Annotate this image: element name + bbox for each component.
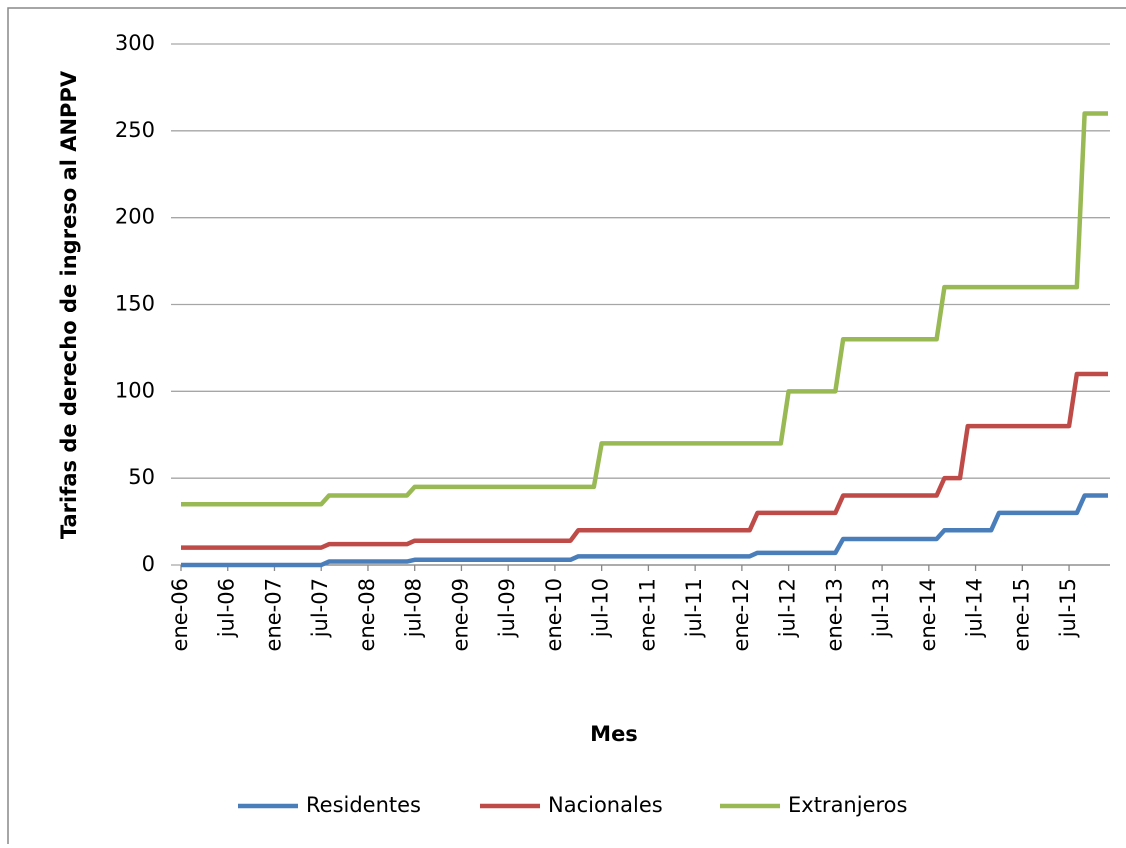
x-tick-label: jul-07 (308, 578, 332, 638)
legend-label: Nacionales (548, 793, 663, 817)
x-tick-label: jul-13 (869, 578, 893, 638)
x-tick-label: ene-08 (355, 578, 379, 651)
x-axis-title: Mes (590, 722, 638, 746)
x-tick-label: ene-15 (1009, 578, 1033, 651)
x-tick-label: jul-09 (495, 578, 519, 638)
series-line (181, 111, 1108, 507)
x-tick-label: ene-14 (916, 578, 940, 651)
y-tick-label: 250 (115, 118, 155, 142)
x-tick-label: ene-09 (448, 578, 472, 651)
x-tick-label: ene-13 (822, 578, 846, 651)
x-tick-label: jul-08 (402, 578, 426, 638)
x-tick-label: jul-11 (682, 578, 706, 638)
y-tick-label: 200 (115, 205, 155, 229)
x-tick-label: jul-15 (1056, 578, 1080, 638)
x-tick-label: jul-10 (589, 578, 613, 638)
series-line (181, 371, 1108, 550)
chart-border (7, 7, 1126, 848)
x-tick-label: ene-07 (261, 578, 285, 651)
y-tick-label: 0 (142, 552, 155, 576)
y-tick-label: 150 (115, 292, 155, 316)
x-tick-label: ene-06 (168, 578, 192, 651)
y-axis-title: Tarifas de derecho de ingreso al ANPPV (57, 70, 81, 539)
x-tick-label: ene-10 (542, 578, 566, 651)
x-tick-label: jul-06 (215, 578, 239, 638)
y-tick-label: 100 (115, 378, 155, 402)
legend-label: Residentes (306, 793, 421, 817)
x-tick-label: ene-11 (635, 578, 659, 651)
x-tick-label: ene-12 (729, 578, 753, 651)
x-tick-label: jul-14 (963, 578, 987, 638)
y-tick-label: 300 (115, 31, 155, 55)
legend-label: Extranjeros (788, 793, 907, 817)
x-tick-label: jul-12 (776, 578, 800, 638)
y-tick-label: 50 (128, 465, 155, 489)
series-line (181, 493, 1108, 568)
